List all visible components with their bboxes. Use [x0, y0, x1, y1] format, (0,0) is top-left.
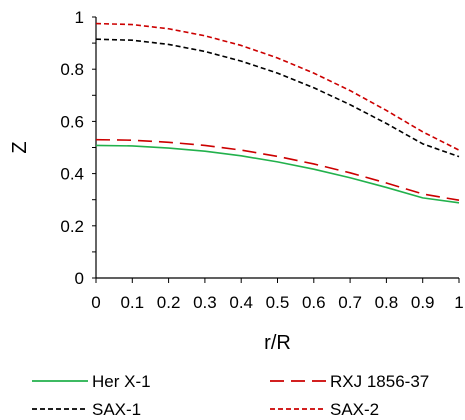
x-tick-label: 0.8	[375, 293, 399, 312]
y-tick-label: 0.2	[60, 217, 84, 236]
x-tick-label: 0.6	[302, 293, 326, 312]
series-line-2	[95, 38, 460, 158]
legend-label-3: SAX-2	[330, 400, 379, 419]
y-tick-label: 0.6	[60, 112, 84, 131]
tick-labels: 0 0.2 0.4 0.6 0.8 1 0 0.1 0.2 0.3 0.4 0.5 0.6 0.7 0.8 0…	[60, 8, 463, 312]
legend-label-0: Her X-1	[92, 372, 151, 391]
x-tick-label: 0.1	[120, 293, 144, 312]
x-tick-label: 0.4	[229, 293, 253, 312]
y-tick-label: 1	[75, 8, 84, 27]
x-tick-label: 1	[454, 293, 463, 312]
series-line-1	[95, 138, 460, 202]
x-tick-label: 0.5	[266, 293, 290, 312]
y-tick-label: 0.8	[60, 60, 84, 79]
legend: Her X-1 RXJ 1856-37 SAX-1 SAX-2	[32, 372, 429, 419]
x-tick-label: 0	[91, 293, 100, 312]
series-lines	[95, 22, 460, 204]
series-line-0	[95, 144, 460, 204]
x-tick-label: 0.7	[338, 293, 362, 312]
y-tick-label: 0.4	[60, 165, 84, 184]
x-axis-title: r/R	[264, 332, 291, 354]
x-tick-label: 0.2	[157, 293, 181, 312]
x-tick-label: 0.9	[411, 293, 435, 312]
legend-label-1: RXJ 1856-37	[330, 372, 429, 391]
x-tick-label: 0.3	[193, 293, 217, 312]
y-axis-title: Z	[9, 141, 31, 153]
axes	[92, 16, 460, 283]
series-line-3	[95, 22, 460, 151]
legend-label-2: SAX-1	[92, 400, 141, 419]
y-tick-label: 0	[75, 269, 84, 288]
